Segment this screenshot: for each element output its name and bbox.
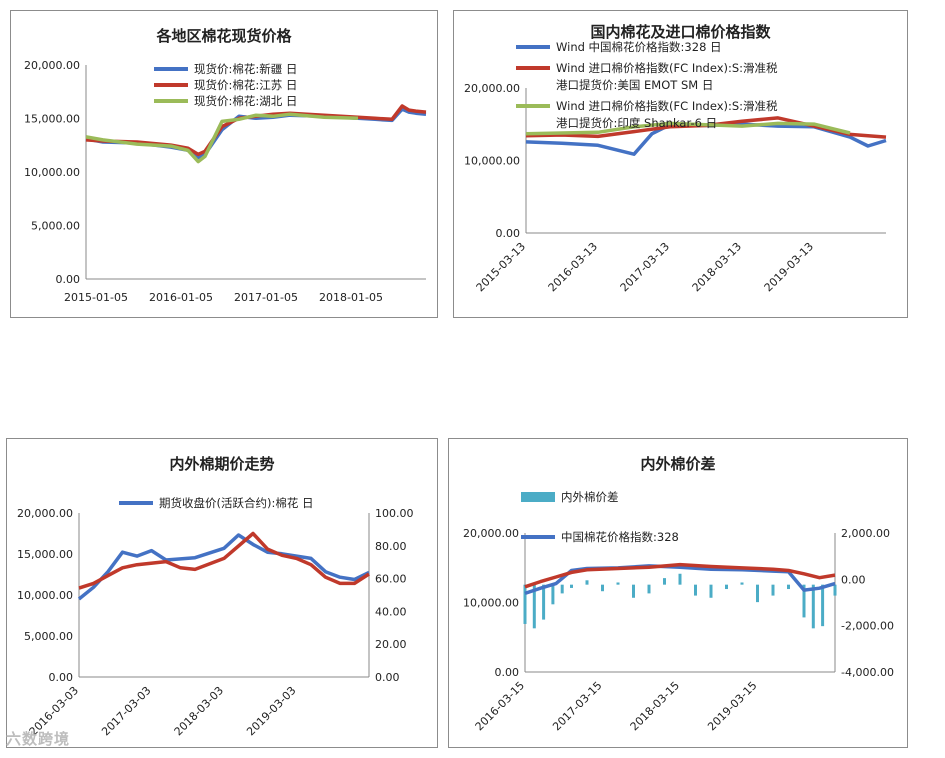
y2-tick-label: 0.00 xyxy=(375,671,400,684)
legend-label: 现货价:棉花:江苏 日 xyxy=(194,78,297,92)
y2-tick-label: 40.00 xyxy=(375,605,407,618)
spread-bar xyxy=(678,573,682,585)
y-tick-label: 5,000.00 xyxy=(31,220,80,233)
chart-title: 内外棉期价走势 xyxy=(169,455,274,473)
spread-bar xyxy=(694,584,697,596)
spread-bar xyxy=(821,584,825,627)
y-tick-label: 15,000.00 xyxy=(17,548,73,561)
y-tick-label: 10,000.00 xyxy=(463,597,519,610)
series-line xyxy=(85,112,359,164)
spread-bar xyxy=(725,584,728,590)
x-tick-label: 2018-01-05 xyxy=(319,291,383,304)
chart-panel-spot: 各地区棉花现货价格 20,000.00 15,000.00 10,000.00 5,00… xyxy=(10,10,438,318)
chart-panel-index: 国内棉花及进口棉价格指数 20,000.00 10,000.00 0.00 2015-0… xyxy=(453,10,908,318)
spread-bar xyxy=(616,582,620,585)
spread-bar xyxy=(551,584,555,605)
y-tick-label: 0.00 xyxy=(495,666,520,679)
y2-tick-label: 80.00 xyxy=(375,540,407,553)
x-tick-label: 2018-03-03 xyxy=(172,684,226,738)
x-tick-label: 2019-03-15 xyxy=(705,679,759,733)
legend-label: Wind 进口棉价格指数(FC Index):S:滑准税 xyxy=(556,99,778,113)
spread-bar xyxy=(833,584,837,596)
x-tick-label: 2018-03-13 xyxy=(690,240,744,294)
y-tick-label: 20,000.00 xyxy=(464,82,520,95)
y-tick-label: 20,000.00 xyxy=(24,59,80,72)
chart-spot-svg: 各地区棉花现货价格 20,000.00 15,000.00 10,000.00 5,00… xyxy=(24,27,427,304)
spread-bar xyxy=(601,584,604,592)
spread-bar xyxy=(740,582,744,585)
y-tick-label: 20,000.00 xyxy=(463,527,519,540)
y-tick-label: 20,000.00 xyxy=(17,507,73,520)
series-line xyxy=(524,564,836,596)
series-line xyxy=(77,533,370,601)
chart-index-svg: 国内棉花及进口棉价格指数 20,000.00 10,000.00 0.002015-0… xyxy=(464,23,887,294)
x-tick-label: 2016-03-15 xyxy=(473,679,527,733)
chart-title: 国内棉花及进口棉价格指数 xyxy=(590,23,771,41)
spread-bar xyxy=(802,584,806,618)
chart-panel-spread: 内外棉价差 20,000.00 10,000.00 0.00 2,000.00 0.00 -… xyxy=(448,438,908,748)
chart-spread-svg: 内外棉价差 20,000.00 10,000.00 0.00 2,000.00 0.00 -… xyxy=(463,455,894,733)
spread-bar xyxy=(811,584,815,629)
y2-tick-label: 60.00 xyxy=(375,573,407,586)
y-tick-label: 10,000.00 xyxy=(464,155,520,168)
series-line xyxy=(78,531,370,590)
y-tick-label: 0.00 xyxy=(49,671,74,684)
spread-bar xyxy=(756,584,759,603)
y-tick-label: 0.00 xyxy=(56,273,81,286)
legend-label: 中国棉花价格指数:328 xyxy=(561,530,679,544)
series-line xyxy=(525,121,851,136)
chart-title: 内外棉价差 xyxy=(640,455,715,473)
spread-bar xyxy=(632,584,635,598)
y2-tick-label: 100.00 xyxy=(375,507,414,520)
x-tick-label: 2017-03-15 xyxy=(550,679,604,733)
x-tick-label: 2018-03-15 xyxy=(628,679,682,733)
x-tick-label: 2016-01-05 xyxy=(149,291,213,304)
y2-tick-label: -2,000.00 xyxy=(841,620,894,633)
y2-tick-label: -4,000.00 xyxy=(841,666,894,679)
y-tick-label: 5,000.00 xyxy=(24,630,73,643)
spread-bar xyxy=(532,584,536,629)
spread-bar xyxy=(585,580,589,585)
legend-label: 现货价:棉花:新疆 日 xyxy=(194,62,297,76)
x-tick-label: 2017-03-13 xyxy=(618,240,672,294)
spread-bar xyxy=(771,584,775,596)
y-tick-label: 10,000.00 xyxy=(17,589,73,602)
y-tick-label: 0.00 xyxy=(496,227,521,240)
x-tick-label: 2019-03-03 xyxy=(244,684,298,738)
spread-bar xyxy=(787,584,790,590)
legend-label: 内外棉价差 xyxy=(561,490,619,504)
spread-bar xyxy=(709,584,713,598)
legend-label: 现货价:棉花:湖北 日 xyxy=(194,94,297,108)
y-tick-label: 10,000.00 xyxy=(24,166,80,179)
chart-futures-svg: 内外棉期价走势 20,000.00 15,000.00 10,000.00 5,000.… xyxy=(17,455,414,738)
spread-bar xyxy=(542,584,546,620)
series-line xyxy=(524,562,836,589)
spread-bar xyxy=(570,584,573,588)
chart-title: 各地区棉花现货价格 xyxy=(155,27,292,45)
legend-label: 港口提货价:印度 Shankar-6 日 xyxy=(556,116,717,130)
spread-bar xyxy=(523,584,527,624)
legend-label: Wind 中国棉花价格指数:328 日 xyxy=(556,40,722,54)
spread-bar xyxy=(647,584,651,594)
x-tick-label: 2019-03-13 xyxy=(762,240,816,294)
legend-label: 港口提货价:美国 EMOT SM 日 xyxy=(556,78,713,92)
y-tick-label: 15,000.00 xyxy=(24,113,80,126)
y2-tick-label: 20.00 xyxy=(375,638,407,651)
y2-tick-label: 0.00 xyxy=(841,573,866,586)
watermark-text: 六数跨境 xyxy=(6,730,71,748)
spread-bar xyxy=(560,584,564,594)
chart-panel-futures: 内外棉期价走势 20,000.00 15,000.00 10,000.00 5,000.… xyxy=(6,438,438,748)
x-tick-label: 2015-01-05 xyxy=(64,291,128,304)
x-tick-label: 2017-01-05 xyxy=(234,291,298,304)
x-tick-label: 2016-03-13 xyxy=(546,240,600,294)
legend-swatch xyxy=(521,492,555,502)
series-line xyxy=(85,104,427,157)
legend-label: 期货收盘价(活跃合约):棉花 日 xyxy=(159,496,314,510)
x-tick-label: 2017-03-03 xyxy=(99,684,153,738)
legend-label: Wind 进口棉价格指数(FC Index):S:滑准税 xyxy=(556,61,778,75)
y2-tick-label: 2,000.00 xyxy=(841,527,890,540)
x-tick-label: 2015-03-13 xyxy=(474,240,528,294)
spread-bar xyxy=(663,578,666,585)
